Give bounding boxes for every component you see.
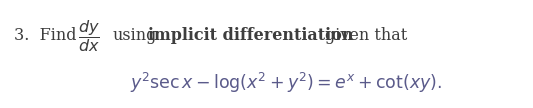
- Text: implicit differentiation: implicit differentiation: [148, 28, 353, 44]
- Text: using: using: [113, 28, 157, 44]
- Text: $y^2 \sec x - \log(x^2 + y^2) = e^x + \cot(xy).$: $y^2 \sec x - \log(x^2 + y^2) = e^x + \c…: [131, 71, 442, 95]
- Text: 3.  Find: 3. Find: [14, 28, 77, 44]
- Text: given that: given that: [325, 28, 407, 44]
- Text: $\dfrac{dy}{dx}$: $\dfrac{dy}{dx}$: [78, 18, 100, 54]
